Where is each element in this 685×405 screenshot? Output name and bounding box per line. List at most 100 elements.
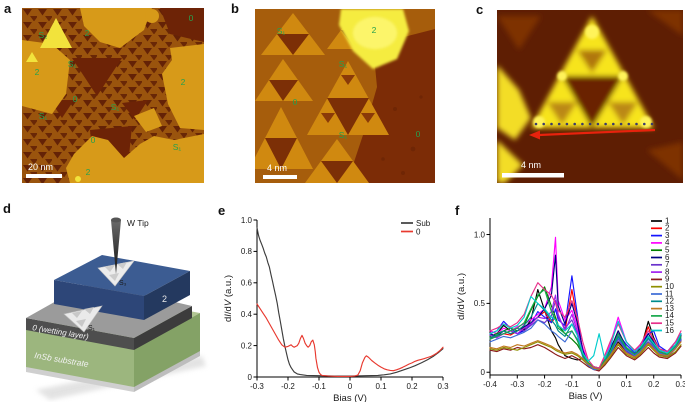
legend-label-5: 5	[665, 245, 670, 254]
x-tick-label: 0.2	[648, 380, 660, 389]
x-tick-label: 0.3	[675, 380, 685, 389]
stm-annotation-label: 2	[35, 67, 40, 77]
series-line-6	[489, 254, 682, 371]
x-tick-label: 0.1	[375, 382, 387, 391]
spectrum-point-dot	[604, 122, 607, 126]
y-tick-label: 0	[248, 373, 253, 382]
spectrum-point-dot	[534, 122, 538, 126]
y-axis-label: dI/dV (a.u.)	[223, 275, 234, 322]
stm-annotation-label: S₁	[339, 59, 348, 69]
x-axis-label: Bias (V)	[333, 393, 367, 402]
legend-label-3: 3	[665, 231, 670, 240]
scale-bar-a-label: 20 nm	[28, 162, 53, 172]
y-tick-label: 0.4	[241, 310, 253, 319]
scale-bar-b-label: 4 nm	[267, 163, 287, 173]
panel-label-f: f	[455, 203, 460, 218]
stm-image-a: S₂ 2 0 2 S₁ 2 0 S₁ S₁ 0 S₁ 2 20 nm	[22, 8, 204, 183]
legend-label-10: 10	[665, 282, 674, 291]
x-tick-label: 0.1	[621, 380, 633, 389]
stm-annotation-label: S₁	[39, 111, 48, 121]
stm-image-b: S₁ 2 S₁ 0 S₁ 0 4 nm	[255, 9, 435, 183]
x-tick-label: -0.1	[312, 382, 326, 391]
x-tick-label: 0.2	[406, 382, 418, 391]
series-line-12	[489, 302, 682, 371]
stm-b-bright-island	[339, 9, 409, 69]
spectrum-point-dot	[627, 122, 631, 126]
legend-label-12: 12	[665, 297, 674, 306]
spectrum-point-dot	[612, 122, 615, 126]
stm-annotation-label: 0	[293, 97, 298, 107]
stm-annotation-label: S₂	[39, 30, 48, 40]
panel-label-c: c	[476, 2, 484, 17]
spectrum-point-dot	[635, 122, 638, 126]
spectrum-point-dot	[619, 122, 623, 126]
x-tick-label: -0.3	[510, 380, 524, 389]
y-tick-label: 0	[481, 368, 486, 377]
series-line-13	[489, 340, 682, 371]
y-tick-label: 0.2	[241, 341, 253, 350]
stm-annotation-label: 2	[85, 28, 90, 38]
legend-label-16: 16	[665, 326, 674, 335]
series-line-9	[489, 344, 682, 372]
sierpinski-triangle-s1	[63, 305, 103, 333]
spectrum-point-dot	[573, 122, 576, 126]
stm-annotation-label: S₁	[111, 102, 120, 112]
tungsten-tip-icon	[111, 217, 121, 274]
x-tick-label: -0.2	[538, 380, 552, 389]
stm-b-wetting-region	[347, 29, 435, 183]
x-tick-label: -0.1	[565, 380, 579, 389]
legend-label-8: 8	[665, 267, 670, 276]
stm-annotation-label: 0	[91, 135, 96, 145]
y-axis-label: dI/dV (a.u.)	[456, 273, 467, 320]
spectrum-point-dot	[550, 122, 553, 126]
legend-label-2: 2	[665, 224, 670, 233]
y-tick-label: 1.0	[241, 216, 253, 225]
spectrum-point-dot	[557, 122, 561, 126]
scale-bar-c-label: 4 nm	[521, 160, 541, 170]
stm-c-faint-structures	[497, 10, 683, 180]
stm-b-annotations: S₁ 2 S₁ 0 S₁ 0	[277, 25, 421, 140]
panel-label-d: d	[3, 201, 11, 216]
spectrum-point-dot	[588, 122, 592, 126]
stm-a-bright-islands	[26, 18, 81, 182]
legend-label-7: 7	[665, 260, 670, 269]
stm-b-defect-dots	[381, 95, 423, 175]
panel-label-a: a	[4, 1, 12, 16]
legend-label-1: 1	[665, 216, 670, 225]
legend-label-9: 9	[665, 275, 670, 284]
legend-label-6: 6	[665, 253, 670, 262]
chart-didv-sub-vs-wetting: -0.3 -0.2 -0.1 0 0.1 0.2 0.3 0 0.2 0.4 0.6 0.8 1.0 Bi…	[223, 216, 449, 402]
spectrum-point-dot	[643, 122, 646, 126]
series-line-10	[489, 341, 682, 371]
legend-label-11: 11	[665, 289, 674, 298]
legend-label-0: 0	[416, 227, 421, 236]
stm-annotation-label: S₁	[68, 59, 77, 69]
scale-bar-c	[502, 173, 564, 178]
legend-label-15: 15	[665, 318, 674, 327]
x-tick-label: 0	[348, 382, 353, 391]
series-line-16	[489, 295, 682, 362]
legend-label-14: 14	[665, 311, 674, 320]
x-tick-label: -0.3	[250, 382, 264, 391]
x-tick-label: -0.4	[483, 380, 497, 389]
stm-annotation-label: 2	[372, 25, 377, 35]
stm-image-c: 4 nm	[497, 10, 683, 183]
spectrum-point-dot	[542, 122, 545, 126]
spectra-points-dots	[534, 122, 654, 126]
stm-annotation-label: S₁	[339, 130, 348, 140]
x-tick-label: 0	[597, 380, 602, 389]
legend-label-Sub: Sub	[416, 219, 431, 228]
stm-a-annotations: S₂ 2 0 2 S₁ 2 0 S₁ S₁ 0 S₁ 2	[35, 13, 194, 177]
series-line-Sub	[256, 227, 444, 377]
spectrum-point-dot	[650, 122, 654, 126]
spectrum-point-dot	[581, 122, 584, 126]
x-tick-label: -0.2	[281, 382, 295, 391]
s1-label: S₁	[88, 325, 96, 332]
spectrum-point-dot	[565, 122, 569, 126]
stm-annotation-label: S₁	[277, 26, 286, 36]
y-tick-label: 0.6	[241, 279, 253, 288]
spectrum-point-dot	[596, 122, 600, 126]
y-tick-label: 0.8	[241, 247, 253, 256]
series-line-0	[256, 303, 444, 377]
